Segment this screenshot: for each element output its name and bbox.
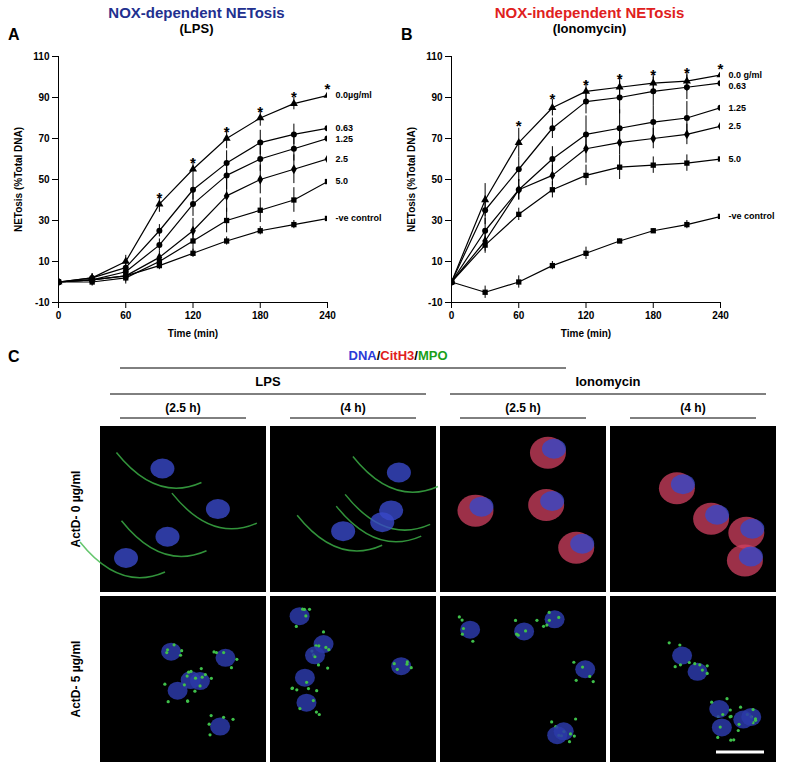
svg-text:5.0: 5.0 [729,154,742,164]
svg-text:*: * [516,117,522,134]
svg-text:60: 60 [120,310,132,321]
svg-text:*: * [224,123,230,140]
svg-text:DNA/CitH3/MPO: DNA/CitH3/MPO [349,348,448,363]
svg-text:C: C [8,348,20,365]
svg-text:NETosis (%Total DNA): NETosis (%Total DNA) [13,127,24,232]
svg-text:(2.5 h): (2.5 h) [165,401,200,415]
svg-text:30: 30 [38,215,50,226]
svg-text:5.0: 5.0 [336,176,349,186]
svg-text:*: * [325,80,331,97]
svg-text:0: 0 [56,310,62,321]
html-text:NOX-independent NETosis: NOX-independent NETosis [494,4,685,21]
svg-text:240: 240 [319,310,336,321]
svg-text:*: * [291,88,297,105]
svg-text:Time (min): Time (min) [168,328,218,339]
svg-text:110: 110 [426,51,443,62]
svg-text:*: * [156,189,162,206]
svg-text:0.0µg/ml: 0.0µg/ml [336,90,372,100]
svg-text:0.63: 0.63 [336,123,354,133]
svg-text:180: 180 [252,310,269,321]
svg-text:70: 70 [431,133,443,144]
svg-text:2.5: 2.5 [729,121,742,131]
svg-text:0.63: 0.63 [729,81,747,91]
svg-text:10: 10 [431,256,443,267]
html-text:NOX-dependent NETosis: NOX-dependent NETosis [108,4,285,21]
svg-text:70: 70 [38,133,50,144]
svg-text:*: * [617,70,623,87]
svg-text:(4 h): (4 h) [340,401,365,415]
svg-text:*: * [549,90,555,107]
svg-text:90: 90 [431,92,443,103]
svg-text:240: 240 [712,310,729,321]
html-text:(Ionomycin): (Ionomycin) [552,21,627,36]
svg-text:(2.5 h): (2.5 h) [505,401,540,415]
svg-text:90: 90 [38,92,50,103]
svg-text:*: * [190,154,196,171]
svg-text:-10: -10 [428,297,443,308]
html-text:A: A [8,26,20,43]
svg-text:*: * [650,66,656,83]
svg-text:110: 110 [33,51,50,62]
svg-text:*: * [583,76,589,93]
svg-text:*: * [257,103,263,120]
svg-text:0.0 g/ml: 0.0 g/ml [729,70,763,80]
svg-text:*: * [684,64,690,81]
svg-text:-ve control: -ve control [336,213,382,223]
svg-text:*: * [718,60,724,77]
svg-text:1.25: 1.25 [336,134,354,144]
svg-text:-ve control: -ve control [729,211,775,221]
svg-text:ActD- 0 µg/ml: ActD- 0 µg/ml [69,471,83,548]
svg-text:30: 30 [431,215,443,226]
svg-text:2.5: 2.5 [336,154,349,164]
svg-text:60: 60 [513,310,525,321]
svg-text:Ionomycin: Ionomycin [575,374,640,389]
svg-text:LPS: LPS [255,374,281,389]
svg-text:50: 50 [38,174,50,185]
svg-text:Time (min): Time (min) [561,328,611,339]
svg-text:NETosis (%Total DNA): NETosis (%Total DNA) [406,127,417,232]
svg-text:120: 120 [578,310,595,321]
html-text:B: B [401,26,413,43]
svg-text:-10: -10 [35,297,50,308]
svg-text:(4 h): (4 h) [680,401,705,415]
svg-text:ActD- 5 µg/ml: ActD- 5 µg/ml [69,641,83,718]
svg-text:120: 120 [185,310,202,321]
svg-text:10: 10 [38,256,50,267]
html-text:(LPS): (LPS) [179,21,214,36]
svg-text:50: 50 [431,174,443,185]
svg-text:1.25: 1.25 [729,103,747,113]
svg-text:0: 0 [449,310,455,321]
svg-text:180: 180 [645,310,662,321]
